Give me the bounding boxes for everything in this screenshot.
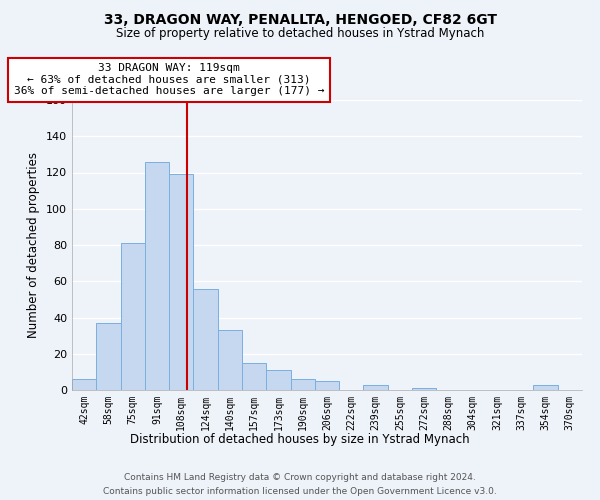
Bar: [364, 384, 388, 390]
Y-axis label: Number of detached properties: Number of detached properties: [28, 152, 40, 338]
Bar: [290, 379, 315, 390]
Text: Distribution of detached houses by size in Ystrad Mynach: Distribution of detached houses by size …: [130, 432, 470, 446]
Text: Size of property relative to detached houses in Ystrad Mynach: Size of property relative to detached ho…: [116, 28, 484, 40]
Bar: [266, 370, 290, 390]
Bar: [218, 330, 242, 390]
Bar: [72, 379, 96, 390]
Bar: [315, 381, 339, 390]
Text: Contains HM Land Registry data © Crown copyright and database right 2024.: Contains HM Land Registry data © Crown c…: [124, 472, 476, 482]
Bar: [412, 388, 436, 390]
Bar: [96, 323, 121, 390]
Bar: [193, 288, 218, 390]
Text: 33, DRAGON WAY, PENALLTA, HENGOED, CF82 6GT: 33, DRAGON WAY, PENALLTA, HENGOED, CF82 …: [104, 12, 497, 26]
Bar: [533, 384, 558, 390]
Text: 33 DRAGON WAY: 119sqm
← 63% of detached houses are smaller (313)
36% of semi-det: 33 DRAGON WAY: 119sqm ← 63% of detached …: [14, 63, 325, 96]
Bar: [145, 162, 169, 390]
Bar: [242, 363, 266, 390]
Bar: [169, 174, 193, 390]
Text: Contains public sector information licensed under the Open Government Licence v3: Contains public sector information licen…: [103, 488, 497, 496]
Bar: [121, 243, 145, 390]
